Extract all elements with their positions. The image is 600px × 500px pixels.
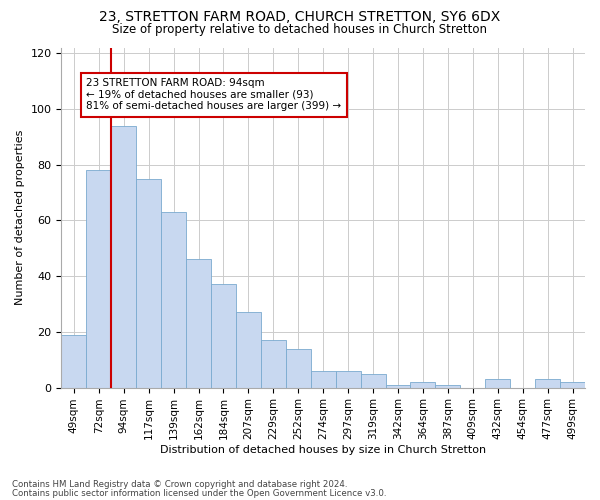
X-axis label: Distribution of detached houses by size in Church Stretton: Distribution of detached houses by size … <box>160 445 486 455</box>
Text: 23 STRETTON FARM ROAD: 94sqm
← 19% of detached houses are smaller (93)
81% of se: 23 STRETTON FARM ROAD: 94sqm ← 19% of de… <box>86 78 341 112</box>
Bar <box>61 334 86 388</box>
Bar <box>335 371 361 388</box>
Text: Contains HM Land Registry data © Crown copyright and database right 2024.: Contains HM Land Registry data © Crown c… <box>12 480 347 489</box>
Bar <box>86 170 111 388</box>
Text: 23, STRETTON FARM ROAD, CHURCH STRETTON, SY6 6DX: 23, STRETTON FARM ROAD, CHURCH STRETTON,… <box>100 10 500 24</box>
Bar <box>136 178 161 388</box>
Bar <box>286 348 311 388</box>
Bar <box>161 212 186 388</box>
Bar <box>436 385 460 388</box>
Bar <box>236 312 261 388</box>
Text: Size of property relative to detached houses in Church Stretton: Size of property relative to detached ho… <box>113 22 487 36</box>
Bar <box>560 382 585 388</box>
Bar <box>386 385 410 388</box>
Bar <box>261 340 286 388</box>
Bar <box>361 374 386 388</box>
Y-axis label: Number of detached properties: Number of detached properties <box>15 130 25 305</box>
Bar <box>186 260 211 388</box>
Bar <box>211 284 236 388</box>
Bar <box>485 379 510 388</box>
Bar <box>111 126 136 388</box>
Bar <box>535 379 560 388</box>
Bar <box>311 371 335 388</box>
Text: Contains public sector information licensed under the Open Government Licence v3: Contains public sector information licen… <box>12 488 386 498</box>
Bar <box>410 382 436 388</box>
